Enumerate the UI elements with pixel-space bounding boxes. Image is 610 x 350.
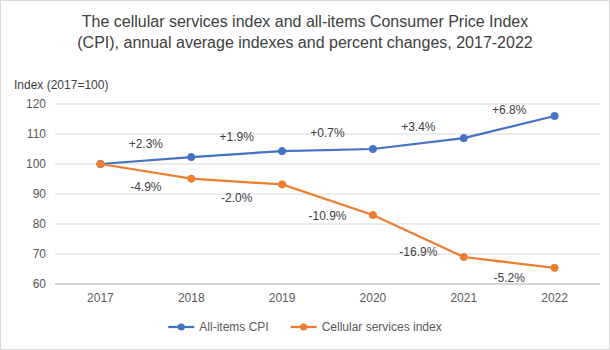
plot-area: [97, 112, 558, 271]
series-marker: [460, 135, 467, 142]
y-tick-label: 120: [26, 97, 46, 111]
series-marker: [369, 145, 376, 152]
series-marker: [97, 160, 104, 167]
series-marker: [278, 181, 285, 188]
legend-item: All-items CPI: [168, 320, 268, 334]
y-tick-label: 90: [33, 187, 47, 201]
change-label: +0.7%: [310, 126, 345, 140]
chart-title: The cellular services index and all-item…: [77, 13, 533, 51]
series-marker: [551, 264, 558, 271]
x-tick-label: 2018: [178, 291, 205, 305]
grid-line: [55, 224, 600, 225]
series-marker: [278, 148, 285, 155]
series-marker: [188, 154, 195, 161]
chart-title-line: The cellular services index and all-item…: [82, 13, 528, 30]
change-label: -5.2%: [493, 271, 525, 285]
change-label: -2.0%: [221, 191, 253, 205]
series-line: [100, 116, 554, 164]
y-tick-label: 70: [33, 247, 47, 261]
x-tick-label: 2020: [360, 291, 387, 305]
change-label: -4.9%: [130, 180, 162, 194]
y-tick-label: 80: [33, 217, 47, 231]
change-label: -16.9%: [399, 245, 437, 259]
series-marker: [460, 253, 467, 260]
grid: [55, 104, 600, 284]
legend-swatch-marker: [300, 323, 307, 330]
y-axis-label: Index (2017=100): [14, 78, 108, 92]
change-label: -10.9%: [308, 209, 346, 223]
x-tick-label: 2021: [450, 291, 477, 305]
x-tick-label: 2017: [87, 291, 114, 305]
legend-item: Cellular services index: [291, 320, 442, 334]
series-marker: [97, 160, 104, 167]
series-marker: [369, 211, 376, 218]
legend-swatch-marker: [178, 323, 185, 330]
chart-container: The cellular services index and all-item…: [0, 0, 610, 350]
chart-title-line: (CPI), annual average indexes and percen…: [77, 34, 533, 51]
series-marker: [188, 175, 195, 182]
change-label: +2.3%: [129, 137, 164, 151]
series-line: [100, 164, 554, 268]
chart-svg: The cellular services index and all-item…: [0, 0, 610, 350]
legend-label: All-items CPI: [199, 320, 268, 334]
series-marker: [551, 112, 558, 119]
grid-line: [55, 164, 600, 165]
legend: All-items CPI Cellular services index: [168, 320, 441, 334]
y-tick-label: 100: [26, 157, 46, 171]
x-tick-label: 2019: [269, 291, 296, 305]
change-labels: +2.3% +1.9% +0.7% +3.4% +6.8% -4.9% -2.0% -10.9…: [129, 103, 527, 285]
change-label: +3.4%: [401, 120, 436, 134]
x-tick-label: 2022: [541, 291, 568, 305]
y-tick-label: 110: [27, 127, 46, 141]
grid-line: [55, 254, 600, 255]
change-label: +1.9%: [219, 130, 254, 144]
y-tick-label: 60: [33, 277, 47, 291]
change-label: +6.8%: [492, 103, 527, 117]
legend-label: Cellular services index: [322, 320, 442, 334]
chart-frame: [1, 1, 610, 350]
